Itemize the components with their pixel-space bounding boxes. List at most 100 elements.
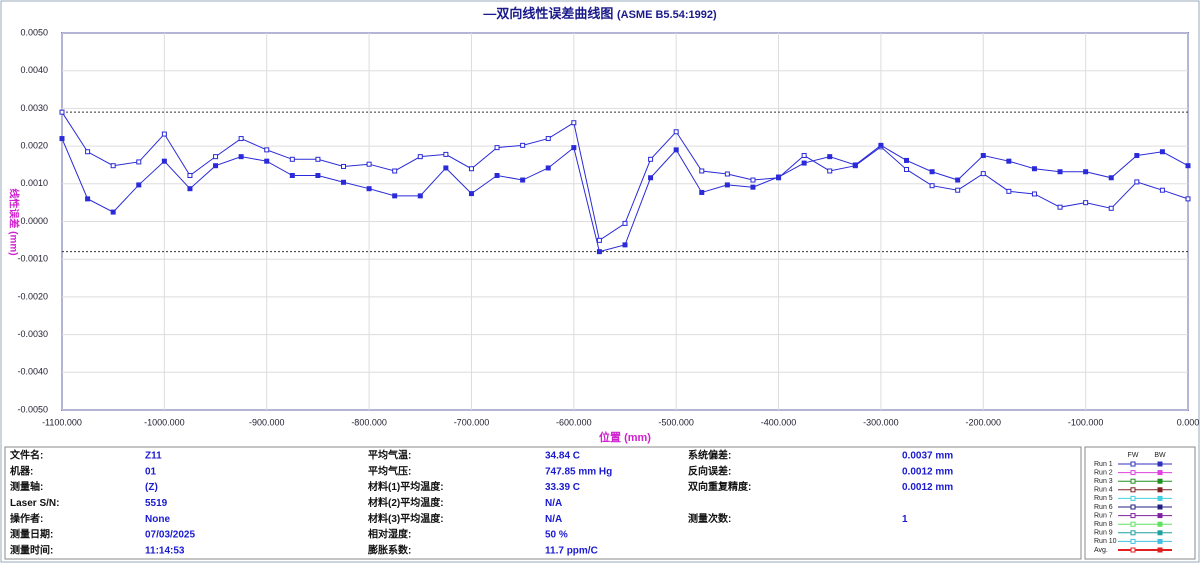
data-point [110,209,116,215]
y-tick-label: -0.0010 [17,254,48,264]
data-point [878,142,884,148]
x-tick-label: -800.000 [351,417,387,427]
info-label: 材料(3)平均温度: [368,512,444,525]
data-point [59,136,65,142]
x-tick-label: -400.000 [761,417,797,427]
data-point [289,173,295,179]
y-tick-label: 0.0040 [20,65,48,75]
data-point [904,157,909,163]
data-point [136,182,142,188]
info-label: 测量次数: [688,512,731,525]
legend-label: Avg. [1094,547,1108,554]
data-point [852,162,858,168]
data-point [571,120,577,126]
data-point [366,186,372,192]
legend-marker [1130,504,1136,510]
y-tick-label: 0.0000 [20,216,48,226]
data-point [238,136,244,142]
data-point [596,237,602,243]
data-point [673,129,679,135]
info-value: 0.0037 mm [902,451,953,462]
data-point [1108,205,1114,211]
legend-marker [1157,470,1163,476]
data-point [596,249,602,255]
info-box [4,446,1082,560]
info-value: (Z) [145,482,158,493]
data-point [776,174,782,180]
legend-marker [1130,521,1136,527]
info-value: 747.85 mm Hg [545,466,612,477]
info-value: 33.39 C [545,482,580,493]
info-label: 反向误差: [688,464,731,477]
legend-label: Run 3 [1094,478,1113,485]
legend-marker [1130,547,1136,553]
info-label: 操作者: [10,512,43,525]
info-value: 0.0012 mm [902,482,953,493]
data-point [187,186,193,192]
data-point [724,171,730,177]
legend-marker [1157,461,1163,467]
info-value: 07/03/2025 [145,530,195,541]
legend-marker [1130,538,1136,544]
y-tick-label: -0.0020 [17,291,48,301]
data-point [827,154,833,160]
data-point [1108,175,1114,181]
data-point [1134,153,1140,159]
data-point [929,183,935,189]
info-label: Laser S/N: [10,498,59,509]
info-value: 11:14:53 [145,545,185,556]
data-point [904,166,909,172]
data-point [622,220,628,226]
legend-label: Run 1 [1094,461,1113,468]
legend-marker [1130,470,1136,476]
x-tick-label: -1100.000 [42,417,82,427]
legend-label: Run 10 [1094,538,1117,545]
legend-label: Run 9 [1094,530,1113,537]
data-point [622,242,628,248]
data-point [1006,158,1012,164]
legend-label: Run 6 [1094,504,1113,511]
data-point [1185,196,1191,202]
data-point [955,187,961,193]
y-tick-label: 0.0010 [20,178,48,188]
legend-label: Run 8 [1094,521,1113,528]
info-value: N/A [545,498,562,509]
data-point [1031,191,1037,197]
data-point [520,177,526,183]
y-tick-label: -0.0050 [17,404,48,414]
info-label: 材料(1)平均温度: [368,480,444,493]
info-label: 相对湿度: [368,528,411,541]
data-point [366,161,372,167]
data-point [673,147,679,153]
data-point [545,165,551,171]
y-tick-label: 0.0030 [20,103,48,113]
legend-marker [1157,513,1163,519]
data-point [85,196,91,202]
y-tick-label: -0.0030 [17,329,48,339]
legend-label: Run 7 [1094,512,1113,519]
info-label: 系统偏差: [688,449,731,462]
info-value: N/A [545,514,562,525]
data-point [929,169,935,175]
info-value: 1 [902,514,908,525]
legend-header: FW [1128,452,1139,459]
data-point [1159,187,1165,193]
data-point [1031,166,1037,172]
info-label: 双向重复精度: [688,480,751,493]
data-point [699,168,705,174]
legend-marker [1130,478,1136,484]
data-point [801,153,807,159]
info-value: 01 [145,466,157,477]
x-tick-label: -900.000 [249,417,285,427]
info-value: 0.0012 mm [902,466,953,477]
data-point [59,109,65,115]
data-point [648,175,654,181]
data-point [417,154,423,160]
data-point [1057,204,1063,210]
info-label: 膨胀系数: [368,543,411,556]
data-point [264,147,270,153]
data-point [443,165,449,171]
data-point [571,145,577,151]
data-point [392,168,398,174]
